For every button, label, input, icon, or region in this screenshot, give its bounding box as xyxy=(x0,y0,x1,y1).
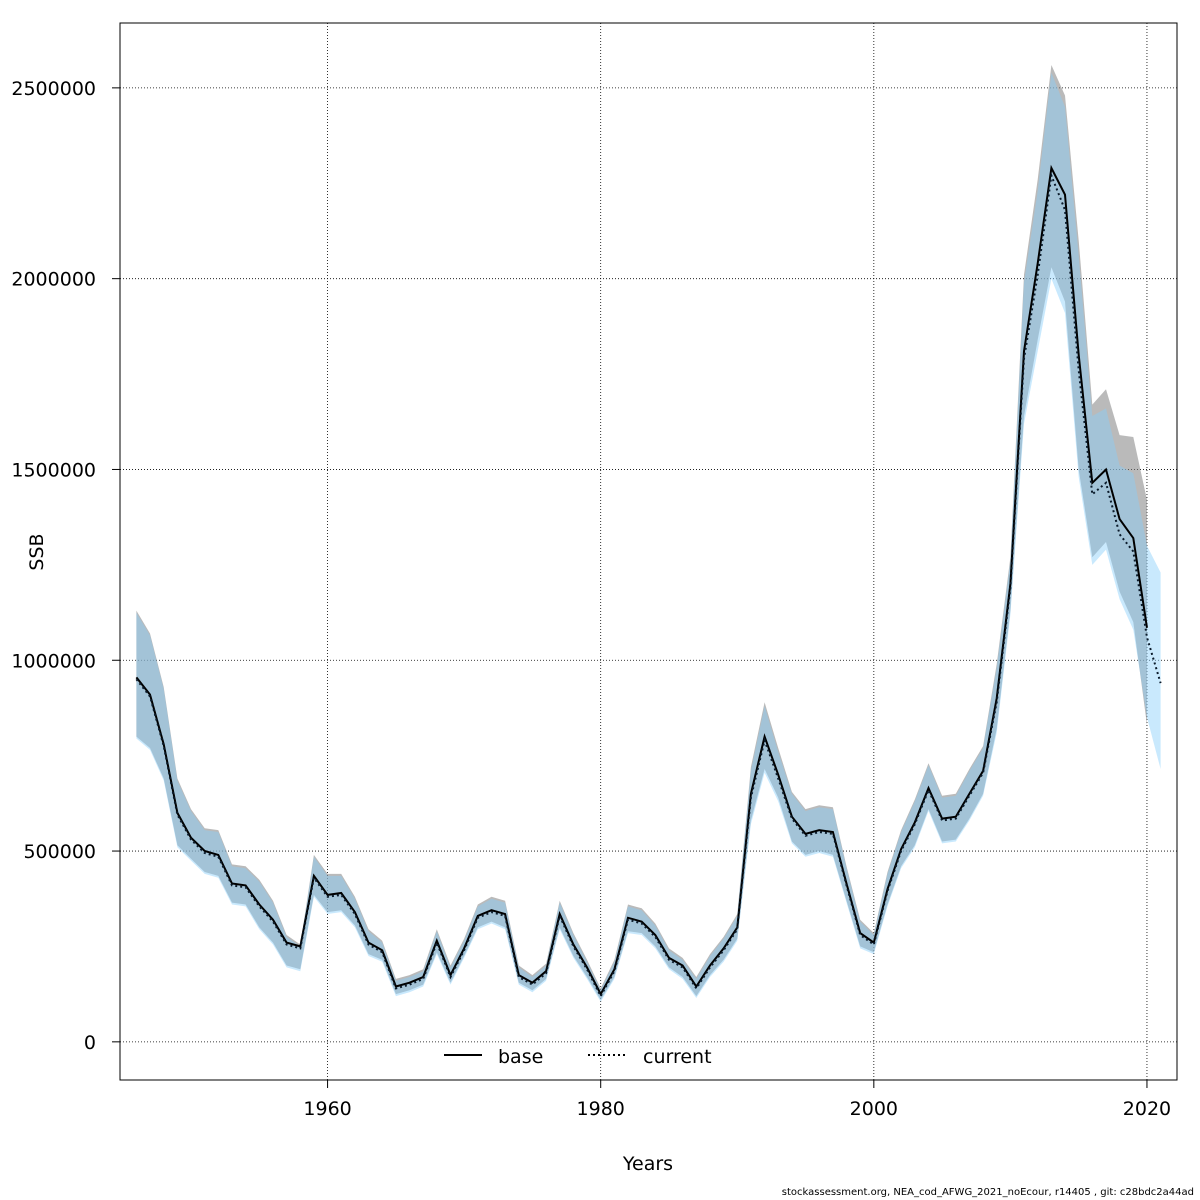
confidence-bands xyxy=(136,65,1161,1002)
band-base xyxy=(136,65,1147,1000)
x-tick-label: 1980 xyxy=(577,1098,625,1120)
legend-label-current: current xyxy=(643,1046,712,1068)
x-axis-title: Years xyxy=(622,1153,673,1175)
band-current xyxy=(136,72,1161,1002)
series-line-current xyxy=(135,171,1162,999)
y-tick-label: 500000 xyxy=(23,841,96,863)
credit-footnote: stockassessment.org, NEA_cod_AFWG_2021_n… xyxy=(781,1187,1194,1198)
x-tick-label: 2020 xyxy=(1123,1098,1171,1120)
y-axis-title: SSB xyxy=(26,533,48,570)
series-lines xyxy=(135,164,1162,999)
y-tick-label: 2500000 xyxy=(11,78,96,100)
y-tick-label: 0 xyxy=(84,1032,96,1054)
x-axis: 1960 1980 2000 2020 xyxy=(303,1080,1171,1120)
series-line-base xyxy=(135,164,1148,997)
y-tick-label: 1500000 xyxy=(11,459,96,481)
x-tick-label: 2000 xyxy=(850,1098,898,1120)
legend-label-base: base xyxy=(498,1046,543,1068)
y-tick-label: 1000000 xyxy=(11,650,96,672)
x-tick-label: 1960 xyxy=(303,1098,351,1120)
y-axis: 0 500000 1000000 1500000 2000000 2500000 xyxy=(11,78,120,1054)
plot-frame xyxy=(119,22,1178,1081)
y-tick-label: 2000000 xyxy=(11,269,96,291)
legend: base current xyxy=(444,1046,712,1068)
